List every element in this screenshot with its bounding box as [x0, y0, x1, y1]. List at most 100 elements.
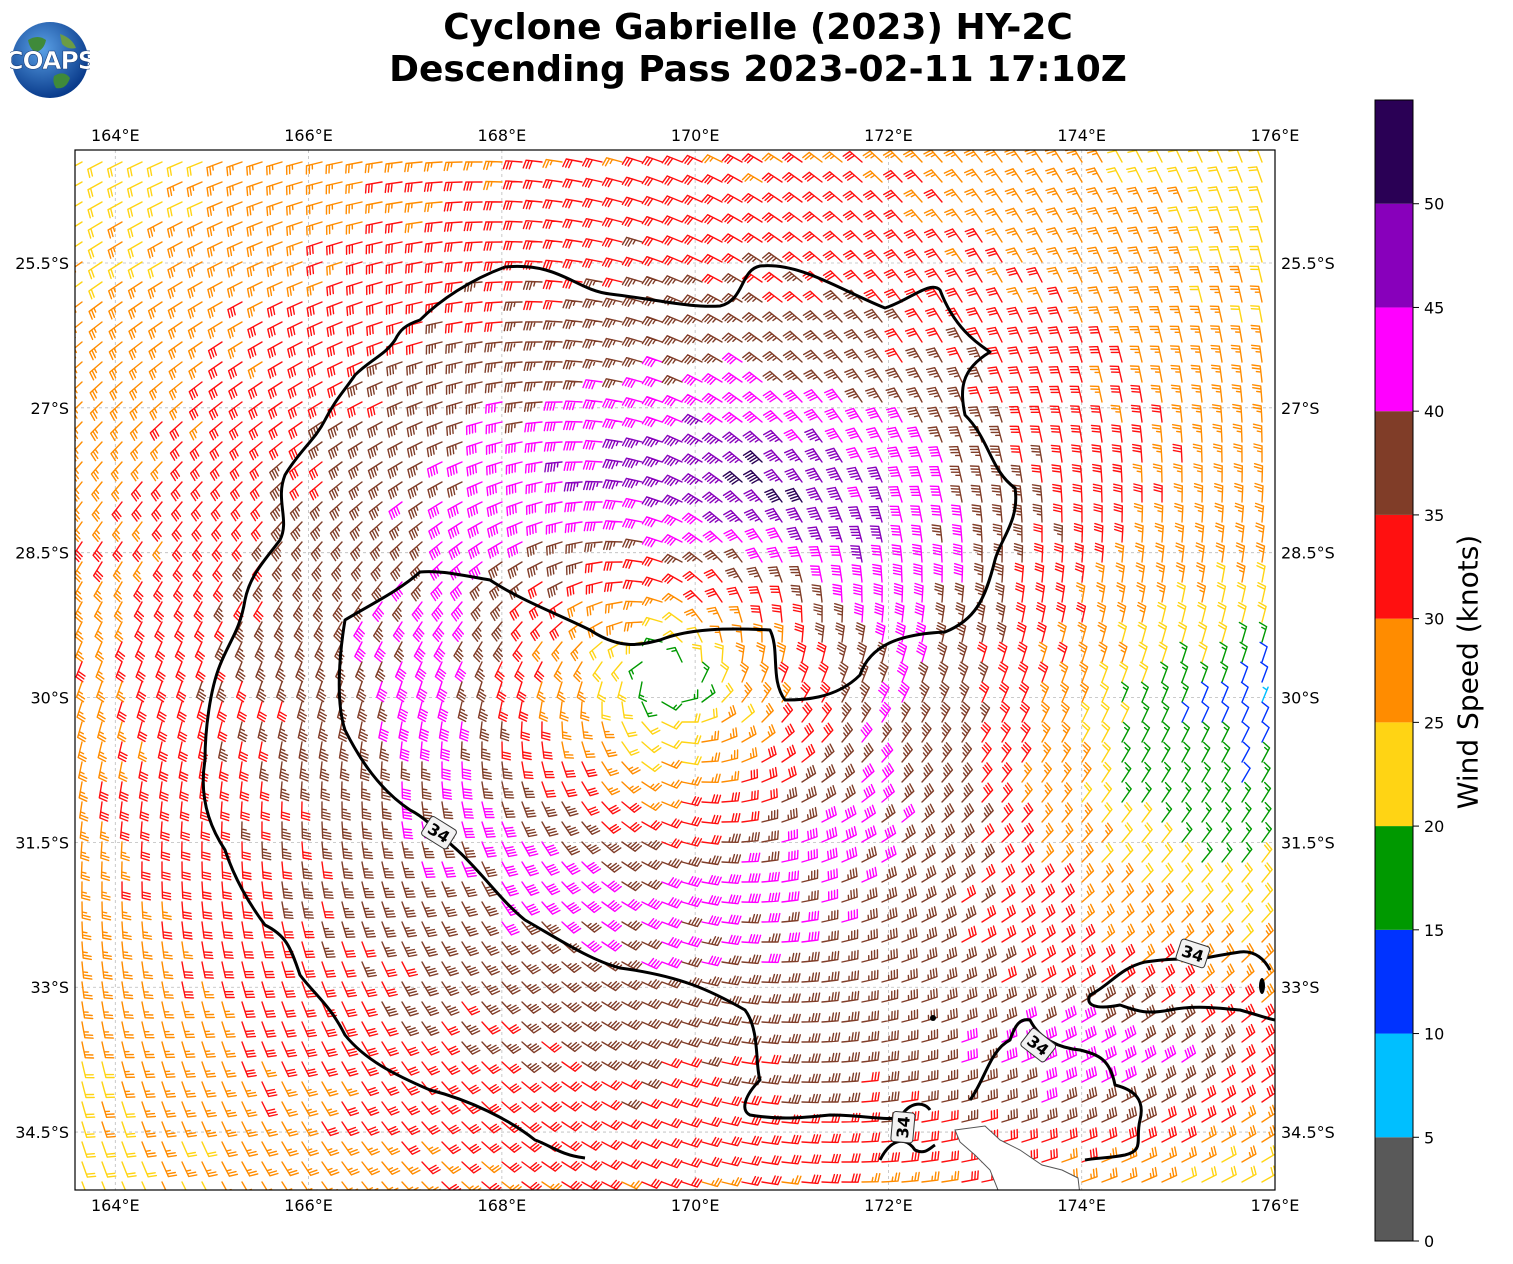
- wind-barb: [1194, 522, 1205, 543]
- wind-barb: [761, 1074, 782, 1085]
- wind-barb: [524, 461, 543, 474]
- wind-barb: [331, 581, 343, 602]
- wind-barb: [421, 901, 437, 918]
- wind-barb: [861, 804, 876, 823]
- wind-barb: [1148, 266, 1163, 283]
- lon-tick-label-bottom: 170°E: [671, 1196, 720, 1215]
- wind-barb: [1035, 582, 1046, 603]
- wind-barb: [341, 801, 351, 821]
- wind-barb: [1261, 822, 1272, 843]
- wind-barb: [884, 288, 903, 303]
- wind-barb: [542, 219, 563, 230]
- wind-barb: [181, 1061, 196, 1078]
- wind-barb: [582, 399, 603, 410]
- wind-barb: [973, 543, 983, 563]
- wind-barb: [927, 426, 943, 443]
- wind-barb: [1047, 306, 1063, 323]
- wind-barb: [745, 547, 763, 563]
- wind-barb: [1221, 963, 1235, 983]
- wind-barb: [1141, 721, 1151, 743]
- wind-barb: [561, 1021, 582, 1033]
- wind-barb: [941, 885, 957, 903]
- wind-barb: [321, 1061, 339, 1077]
- wind-barb: [1010, 445, 1023, 463]
- wind-barb: [950, 504, 963, 523]
- wind-barb: [802, 330, 823, 343]
- wind-barb: [424, 281, 443, 294]
- wind-barb: [290, 541, 303, 562]
- wind-barb: [201, 1041, 216, 1058]
- wind-barb: [661, 573, 683, 584]
- wind-barb: [179, 781, 189, 802]
- wind-barb: [481, 1121, 502, 1134]
- wind-barb: [966, 327, 983, 343]
- wind-barb: [410, 581, 423, 602]
- wind-barb: [117, 721, 127, 743]
- wind-barb: [621, 417, 643, 429]
- wind-barb: [1069, 405, 1083, 423]
- wind-barb: [781, 765, 797, 783]
- wind-barb: [346, 321, 363, 337]
- wind-barb: [581, 1021, 603, 1032]
- wind-barb: [281, 881, 294, 900]
- wind-barb: [361, 1141, 380, 1156]
- wind-barb: [722, 392, 743, 404]
- wind-barb: [1121, 1025, 1137, 1043]
- wind-barb: [1032, 503, 1043, 523]
- wind-barb: [506, 501, 523, 517]
- wind-barb: [107, 241, 123, 259]
- wind-barb: [681, 374, 703, 386]
- wind-barb: [542, 279, 563, 290]
- wind-barb: [1207, 206, 1223, 223]
- wind-barb: [721, 995, 742, 1006]
- wind-barb: [1235, 522, 1245, 543]
- wind-barb: [220, 821, 231, 841]
- wind-barb: [981, 1007, 998, 1023]
- wind-barb: [701, 915, 722, 926]
- wind-barb: [661, 1178, 683, 1189]
- wind-barb: [562, 158, 583, 169]
- wind-barb: [292, 601, 304, 623]
- wind-barb: [741, 153, 763, 164]
- wind-barb: [681, 393, 703, 406]
- wind-barb: [641, 576, 663, 587]
- wind-barb: [174, 641, 186, 663]
- wind-barb: [444, 301, 463, 314]
- wind-barb: [408, 521, 423, 540]
- wind-barb: [1254, 502, 1265, 523]
- wind-barb: [961, 782, 974, 803]
- wind-barb: [301, 1041, 318, 1058]
- wind-barb: [400, 761, 411, 781]
- wind-barb: [621, 236, 643, 247]
- wind-barb: [261, 941, 275, 959]
- wind-barb: [1027, 346, 1043, 363]
- wind-barb: [466, 481, 483, 498]
- wind-barb: [89, 381, 103, 401]
- wind-barb: [1065, 187, 1083, 203]
- colorbar-bin: [1375, 1137, 1413, 1241]
- wind-barb: [1201, 1085, 1217, 1103]
- wind-barb: [1201, 802, 1212, 823]
- wind-barb: [345, 261, 363, 276]
- wind-barb: [1255, 522, 1265, 543]
- wind-barb: [381, 881, 396, 899]
- wind-barb: [330, 541, 343, 562]
- wind-barb: [221, 981, 235, 999]
- wind-barb: [1061, 903, 1076, 923]
- lat-tick-label-right: 34.5°S: [1281, 1123, 1335, 1142]
- wind-barb: [518, 701, 529, 722]
- wind-barb: [226, 161, 243, 177]
- wind-barb: [961, 1170, 979, 1183]
- wind-barb: [289, 481, 303, 501]
- wind-barb: [1004, 187, 1023, 203]
- wind-barb: [385, 261, 403, 275]
- wind-barb: [1127, 226, 1143, 243]
- wind-barb: [543, 360, 563, 371]
- wind-barb: [898, 681, 910, 703]
- wind-barb: [741, 725, 757, 743]
- wind-barb: [288, 441, 303, 460]
- wind-barb: [701, 996, 722, 1007]
- wind-barb: [1095, 562, 1105, 583]
- wind-barb: [821, 722, 834, 743]
- wind-barb: [1166, 186, 1183, 203]
